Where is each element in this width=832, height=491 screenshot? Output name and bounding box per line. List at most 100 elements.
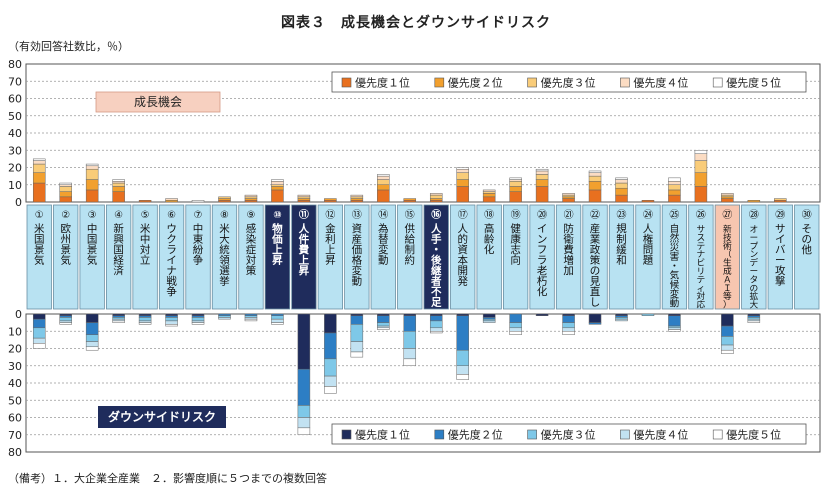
category-label-char: 不	[431, 286, 442, 298]
bottom-bar-segment	[350, 341, 364, 353]
bottom-bar-segment	[456, 374, 469, 380]
top-bar-segment	[191, 200, 205, 203]
top-bar-segment	[218, 198, 231, 201]
category-label-char: 気	[670, 270, 680, 282]
bottom-bar-segment	[588, 322, 602, 325]
category-label-char: 等	[723, 290, 732, 302]
bottom-panel-label-text: ダウンサイドリスク	[108, 409, 216, 424]
category-label-char: 生	[723, 257, 732, 269]
bottom-bar-segment	[562, 322, 575, 329]
category-label-char: 件	[299, 233, 310, 246]
bottom-bar-segment	[668, 313, 681, 316]
top-bar-segment	[615, 194, 628, 203]
top-bar-segment	[721, 194, 734, 198]
bottom-bar-segment	[297, 313, 311, 370]
category-label-char: 候	[670, 279, 680, 291]
top-legend-swatch	[341, 77, 352, 88]
bottom-bar-segment	[668, 329, 681, 332]
bottom-bar-segment	[668, 327, 681, 330]
bottom-bar-segment	[429, 327, 443, 332]
category-label-char: 給	[405, 233, 416, 246]
category-label-char: 齢	[484, 233, 495, 246]
top-panel-label-text: 成長機会	[134, 94, 182, 109]
category-label-char: 中	[87, 222, 98, 235]
category-label-char: ）	[723, 300, 732, 311]
category-label-char: 興	[113, 234, 124, 246]
category-label-char: 自	[670, 223, 680, 235]
top-bar-segment	[535, 168, 549, 172]
top-bar-segment	[244, 200, 258, 203]
top-bar-segment	[641, 200, 655, 203]
top-bar-segment	[112, 191, 125, 203]
top-bar-segment	[244, 196, 258, 199]
category-label-char: 動	[378, 254, 389, 267]
top-bar-segment	[297, 194, 311, 198]
bottom-bar-segment	[271, 315, 284, 320]
bottom-bar-segment	[482, 317, 496, 320]
top-bar-segment	[377, 174, 390, 177]
bottom-bar-segment	[271, 322, 284, 325]
bottom-legend-swatch	[527, 429, 537, 440]
top-bar-segment	[218, 196, 231, 199]
bottom-bar-segment	[615, 317, 628, 320]
category-label-char: 者	[430, 275, 442, 288]
category-label-char: 国	[34, 234, 45, 246]
category-label-char: ビ	[697, 258, 706, 269]
bottom-y-tick-label: 30	[8, 360, 22, 373]
category-label-char: 衛	[563, 233, 574, 246]
category-label-char: 格	[352, 254, 363, 267]
top-bar-segment	[297, 198, 311, 201]
category-label-char: 価	[352, 243, 363, 256]
top-bar-segment	[271, 189, 284, 203]
category-label-char: 問	[643, 244, 654, 256]
category-number: ③	[88, 210, 97, 221]
bottom-y-tick-label: 60	[8, 412, 22, 425]
bottom-bar-segment	[165, 313, 178, 316]
bottom-bar-segment	[32, 318, 46, 329]
category-label-char: 健	[510, 223, 521, 235]
category-label-char: 増	[563, 254, 574, 267]
bottom-bar-segment	[562, 315, 575, 323]
top-bar-segment	[32, 182, 46, 203]
top-bar-segment	[59, 191, 72, 198]
top-bar-segment	[482, 193, 496, 198]
bottom-bar-segment	[403, 348, 417, 360]
bottom-bar-segment	[509, 331, 522, 335]
category-label-char: 撃	[775, 275, 786, 288]
category-label-char: 替	[378, 233, 389, 246]
top-bar-segment	[297, 200, 311, 203]
bottom-bar-segment	[244, 318, 258, 322]
top-bar-segment	[562, 194, 575, 198]
category-label-char: 戦	[166, 275, 177, 288]
top-bar-segment	[59, 182, 72, 185]
bottom-bar-segment	[377, 327, 390, 330]
category-label-char: の	[590, 265, 601, 277]
bottom-legend-label: 優先度２位	[448, 428, 503, 442]
bottom-bar-segment	[377, 325, 390, 329]
bottom-bar-segment	[218, 313, 231, 316]
category-number: ⑱	[484, 209, 494, 221]
category-label-char: 応	[697, 299, 706, 311]
bottom-bar-segment	[112, 318, 125, 322]
bottom-bar-segment	[403, 315, 417, 332]
category-label-char: 康	[510, 233, 521, 246]
top-bar-segment	[482, 191, 496, 194]
category-label-char: 気	[34, 254, 45, 267]
top-bar-segment	[244, 194, 258, 198]
category-box	[106, 204, 132, 310]
category-label-char: 発	[457, 275, 468, 288]
category-label-char: 開	[457, 265, 468, 277]
top-bar-segment	[32, 172, 46, 184]
bottom-bar-segment	[244, 317, 258, 320]
category-label-char: 気	[60, 254, 71, 267]
category-label-char: 新	[723, 223, 732, 235]
category-label-char: 他	[802, 243, 813, 256]
bottom-legend-swatch	[341, 429, 352, 440]
top-bar-segment	[377, 179, 390, 185]
top-bar-segment	[59, 184, 72, 187]
bottom-bar-segment	[244, 315, 258, 318]
category-label-char: 供	[405, 222, 416, 235]
bottom-bar-segment	[59, 322, 72, 325]
top-bar-segment	[509, 177, 522, 180]
category-label-char: 選	[219, 264, 230, 277]
